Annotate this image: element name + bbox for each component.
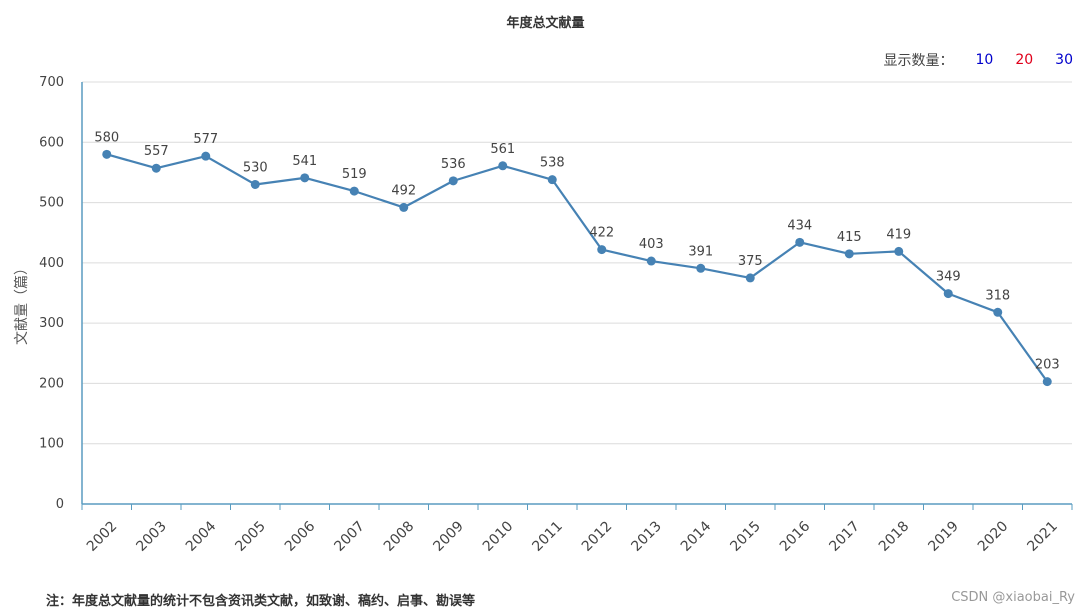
series-line — [106, 153, 1049, 383]
data-label: 561 — [490, 142, 515, 157]
x-tick-label: 2008 — [381, 518, 418, 555]
data-label: 403 — [639, 237, 664, 252]
data-point — [349, 186, 359, 196]
x-tick-label: 2005 — [232, 518, 269, 555]
data-label: 422 — [589, 226, 614, 241]
data-point — [844, 249, 854, 259]
y-tick-label: 400 — [39, 256, 64, 271]
display-count-option-10[interactable]: 10 — [975, 52, 994, 68]
series — [102, 149, 1052, 387]
y-axis-label: 文献量（篇） — [14, 261, 30, 345]
data-point — [993, 307, 1003, 317]
grid-lines — [82, 81, 1072, 445]
axes — [81, 82, 1073, 510]
data-label: 530 — [243, 160, 268, 175]
x-tick-label: 2011 — [529, 518, 566, 555]
data-point — [894, 246, 904, 256]
data-label: 519 — [342, 167, 367, 182]
x-tick-label: 2015 — [727, 518, 764, 555]
data-point — [1042, 377, 1052, 387]
footnote: 注：年度总文献量的统计不包含资讯类文献，如致谢、稿约、启事、勘误等 — [46, 594, 476, 609]
watermark: CSDN @xiaobai_Ry — [951, 590, 1075, 605]
data-label: 492 — [391, 183, 416, 198]
x-tick-label: 2019 — [925, 518, 962, 555]
x-tick-label: 2003 — [133, 518, 170, 555]
data-point — [547, 175, 557, 185]
data-point — [943, 289, 953, 299]
y-tick-label: 100 — [39, 437, 64, 452]
data-label: 349 — [936, 270, 961, 285]
data-point — [201, 151, 211, 161]
x-tick-label: 2002 — [84, 518, 121, 555]
display-count-label: 显示数量： — [883, 53, 954, 69]
y-tick-label: 600 — [39, 135, 64, 150]
y-tick-label: 200 — [39, 376, 64, 391]
x-tick-label: 2006 — [282, 518, 319, 555]
data-label: 375 — [738, 254, 763, 269]
display-count-option-20[interactable]: 20 — [1015, 52, 1034, 68]
x-tick-label: 2018 — [876, 518, 913, 555]
data-point — [448, 176, 458, 186]
data-point — [102, 149, 112, 159]
data-label: 415 — [837, 230, 862, 245]
x-tick-label: 2010 — [480, 518, 517, 555]
x-tick-label: 2007 — [331, 518, 368, 555]
data-label: 541 — [292, 154, 317, 169]
data-label: 318 — [985, 288, 1010, 303]
y-tick-labels: 0 100 200 300 400 500 600 700 — [39, 75, 64, 512]
y-tick-label: 0 — [56, 497, 64, 512]
x-tick-label: 2021 — [1024, 518, 1061, 555]
data-point — [795, 237, 805, 247]
data-label: 577 — [193, 132, 218, 147]
data-label: 419 — [886, 227, 911, 242]
data-label: 557 — [144, 144, 169, 159]
chart-title: 年度总文献量 — [506, 16, 585, 31]
y-tick-label: 300 — [39, 316, 64, 331]
data-label: 536 — [441, 157, 466, 172]
data-point — [745, 273, 755, 283]
data-label: 580 — [94, 130, 119, 145]
data-point — [250, 179, 260, 189]
y-tick-label: 700 — [39, 75, 64, 90]
x-tick-label: 2004 — [183, 518, 220, 555]
x-tick-label: 2009 — [430, 518, 467, 555]
data-point — [498, 161, 508, 171]
data-point — [300, 173, 310, 183]
x-tick-label: 2012 — [579, 518, 616, 555]
x-tick-label: 2017 — [826, 518, 863, 555]
data-point — [597, 245, 607, 255]
y-tick-label: 500 — [39, 196, 64, 211]
x-tick-label: 2013 — [628, 518, 665, 555]
data-point — [151, 163, 161, 173]
data-point — [696, 263, 706, 273]
data-label: 203 — [1035, 358, 1060, 373]
display-count-selector: 显示数量： 10 20 30 — [884, 50, 1073, 70]
display-count-option-30[interactable]: 30 — [1055, 52, 1073, 68]
data-point — [646, 256, 656, 266]
x-tick-label: 2014 — [678, 518, 715, 555]
data-label: 391 — [688, 244, 713, 259]
x-tick-label: 2020 — [975, 518, 1012, 555]
data-labels: 580 557 577 530 541 519 492 536 561 538 422 403 391 3… — [94, 130, 1059, 372]
x-tick-label: 2016 — [777, 518, 814, 555]
data-label: 538 — [540, 156, 565, 171]
data-point — [399, 202, 409, 212]
x-tick-labels: 2002 2003 2004 2005 2006 2007 2008 2009 2010 2011… — [84, 518, 1061, 555]
data-label: 434 — [787, 218, 812, 233]
